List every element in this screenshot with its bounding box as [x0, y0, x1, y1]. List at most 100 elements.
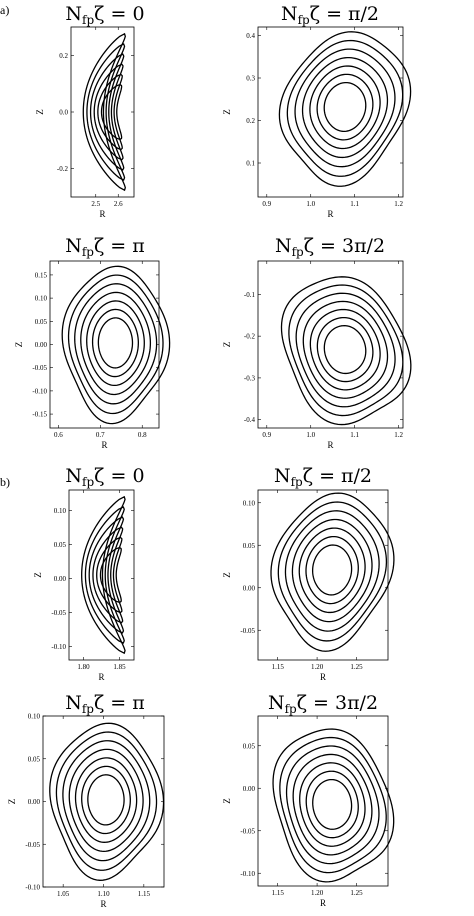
plot-frame — [49, 260, 160, 429]
title-rest: ζ = 3π/2 — [304, 235, 385, 257]
y-tick-label: -0.05 — [32, 364, 47, 372]
x-tick-label: 1.85 — [113, 663, 126, 671]
y-tick-label: 0.2 — [246, 117, 255, 125]
panel-7: Nfpζ = π 1.05 1.10 1.15 0.10 0.05 0.00 -0.05 -0.… — [7, 692, 165, 909]
flux-surface-4 — [292, 753, 373, 856]
y-tick-label: -0.4 — [244, 416, 256, 424]
y-tick-label: 0.1 — [246, 160, 255, 168]
flux-surface-5 — [74, 283, 158, 405]
flux-surface-5 — [285, 745, 380, 865]
panel-title: Nfpζ = 3π/2 — [275, 235, 385, 259]
y-tick-label: -0.2 — [244, 333, 256, 341]
flux-surface-4 — [302, 300, 389, 399]
panel-6: Nfpζ = π/2 1.15 1.20 1.25 0.10 0.05 0.00 -0.05 R… — [222, 465, 395, 682]
flux-surface-5 — [62, 740, 151, 862]
flux-surface-2 — [305, 770, 359, 839]
flux-surface-1 — [87, 774, 125, 826]
y-tick-label: -0.05 — [51, 609, 66, 617]
title-main: N — [65, 235, 82, 257]
y-axis-label: Z — [7, 799, 17, 805]
flux-surface-1 — [323, 81, 367, 133]
y-axis-label: Z — [14, 342, 24, 348]
flux-surface-6 — [286, 39, 404, 177]
y-tick-label: -0.05 — [25, 841, 40, 849]
flux-surface-2 — [305, 535, 359, 605]
y-axis-label: Z — [222, 342, 232, 348]
flux-surface-1 — [311, 544, 353, 596]
panel-title: Nfpζ = π/2 — [281, 3, 379, 27]
flux-surface-7 — [61, 265, 171, 425]
y-tick-label: 0.00 — [243, 584, 256, 592]
plot-frame — [70, 26, 135, 198]
flux-surface-2 — [316, 316, 374, 383]
flux-surface-2 — [91, 308, 140, 378]
flux-surface-3 — [74, 757, 138, 843]
x-axis-label: R — [320, 898, 326, 908]
flux-surface-6 — [55, 731, 158, 871]
flux-surface-6 — [81, 495, 126, 655]
title-sub: fp — [82, 245, 94, 259]
x-tick-label: 0.8 — [138, 431, 147, 439]
y-tick-label: -0.10 — [240, 870, 255, 878]
x-tick-label: 0.6 — [54, 431, 63, 439]
x-tick-label: 1.15 — [272, 663, 285, 671]
y-tick-label: 0.10 — [243, 499, 256, 507]
y-tick-label: 0.15 — [35, 271, 48, 279]
x-axis-label: R — [98, 672, 104, 682]
x-axis-label: R — [327, 209, 333, 219]
flux-surface-4 — [68, 748, 144, 853]
y-tick-label: 0.05 — [54, 541, 67, 549]
title-main: N — [281, 3, 298, 25]
panel-8: Nfpζ = 3π/2 1.15 1.20 1.25 0.05 0.00 -0.05 -0.1… — [222, 692, 395, 908]
y-tick-label: -0.05 — [240, 627, 255, 635]
flux-surface-5 — [294, 48, 396, 168]
title-rest: ζ = 3π/2 — [297, 692, 378, 714]
flux-surface-6 — [82, 32, 127, 192]
y-tick-label: -0.2 — [57, 165, 69, 173]
panel-title: Nfpζ = π — [65, 692, 145, 716]
y-tick-label: 0.00 — [35, 341, 48, 349]
y-tick-label: 0.10 — [35, 295, 48, 303]
flux-surface-7 — [272, 728, 395, 883]
x-tick-label: 1.2 — [394, 200, 403, 208]
title-main: N — [65, 692, 82, 714]
title-sub: fp — [292, 245, 304, 259]
title-main: N — [65, 3, 82, 25]
x-tick-label: 1.05 — [57, 890, 70, 898]
y-tick-label: 0.05 — [28, 755, 41, 763]
y-axis-label: Z — [222, 109, 232, 115]
flux-surface-3 — [309, 308, 381, 391]
flux-surface-6 — [277, 501, 388, 642]
y-tick-label: 0.05 — [243, 742, 256, 750]
flux-surface-4 — [301, 56, 389, 159]
panel-1: Nfpζ = 0 2.5 2.6 -0.2 0.0 0.2 R Z — [35, 3, 145, 219]
panel-title: Nfpζ = 0 — [65, 3, 144, 27]
y-tick-label: -0.10 — [32, 387, 47, 395]
flux-surface-3 — [86, 300, 145, 387]
y-tick-label: 0.10 — [28, 713, 41, 721]
x-tick-label: 1.0 — [306, 200, 315, 208]
flux-surface-7 — [49, 722, 165, 881]
flux-surface-4 — [88, 516, 125, 634]
x-axis-label: R — [100, 899, 106, 909]
x-tick-label: 1.20 — [311, 663, 324, 671]
y-tick-label: 0.00 — [54, 575, 67, 583]
flux-surface-1 — [323, 325, 367, 375]
flux-surface-5 — [295, 292, 396, 408]
title-sub: fp — [82, 13, 94, 27]
x-tick-label: 2.6 — [114, 200, 123, 208]
x-tick-label: 1.20 — [311, 889, 324, 897]
title-sub: fp — [82, 475, 94, 489]
plot-frame — [257, 260, 404, 429]
flux-surface-1 — [312, 778, 353, 830]
x-tick-label: 1.15 — [272, 889, 285, 897]
y-tick-label: 0.10 — [54, 507, 67, 515]
panel-title: Nfpζ = 3π/2 — [268, 692, 378, 716]
x-axis-label: R — [101, 440, 107, 450]
x-tick-label: 1.1 — [350, 431, 359, 439]
y-axis-label: Z — [33, 572, 43, 578]
flux-surface-7 — [280, 276, 412, 426]
y-tick-label: 0.05 — [35, 318, 48, 326]
flux-surface-2 — [81, 765, 131, 835]
